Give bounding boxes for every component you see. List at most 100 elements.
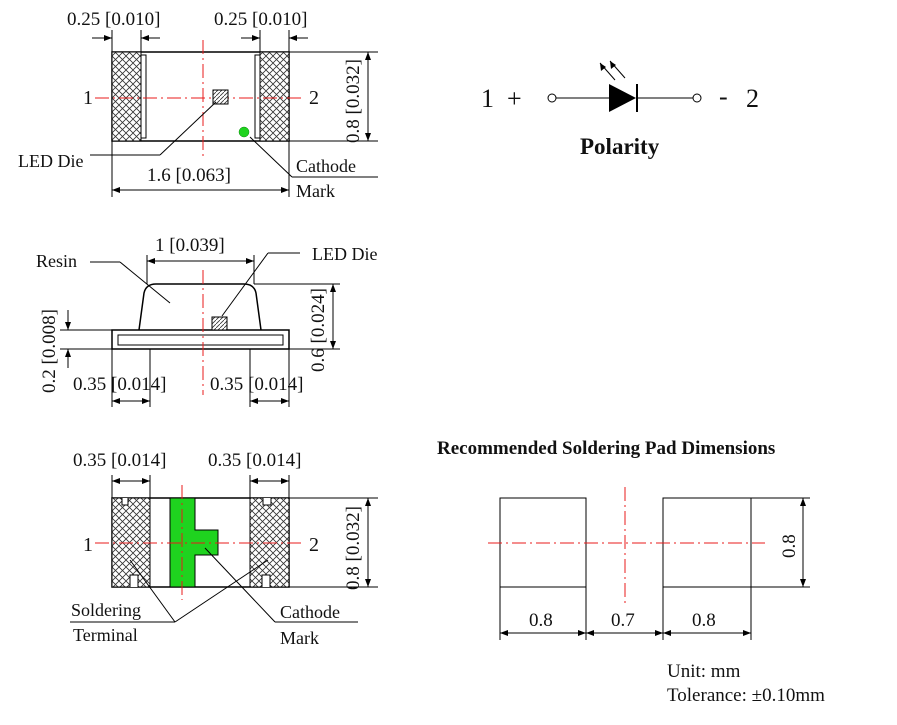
bottom-right-notch-lower [261, 574, 271, 587]
polarity-pin1: 1 [481, 84, 494, 113]
arrowhead [800, 579, 806, 587]
arrowhead [246, 258, 254, 264]
solder-pads-title: Recommended Soldering Pad Dimensions [437, 438, 775, 459]
arrowhead [141, 35, 149, 41]
top-led-die-label: LED Die [18, 151, 83, 171]
leader-line [249, 136, 293, 178]
bottom-dim-height: 0.8 [0.032] [343, 506, 364, 590]
top-dim-right-pad: 0.25 [0.010] [214, 9, 307, 30]
arrowhead [365, 133, 371, 141]
arrowhead [500, 630, 508, 636]
top-pin2-label: 2 [309, 87, 319, 109]
top-pin1-label: 1 [83, 87, 93, 109]
arrowhead [330, 341, 336, 349]
arrowhead [104, 35, 112, 41]
arrowhead [250, 398, 258, 404]
bottom-left-notch-lower [129, 574, 139, 587]
arrowhead [655, 630, 663, 636]
leader-line [174, 559, 269, 623]
bottom-view: 0.35 [0.014] 0.35 [0.014] 0.8 [0.032] 1 … [70, 450, 378, 648]
top-view: 0.25 [0.010] 0.25 [0.010] 0.8 [0.032] 1.… [18, 9, 378, 201]
top-right-terminal-edge [254, 54, 261, 139]
side-dim-total-height: 0.6 [0.024] [308, 288, 329, 372]
polarity-anode-terminal [547, 93, 557, 103]
leader-line [204, 547, 276, 623]
bottom-left-notch [121, 498, 129, 506]
bottom-cathode-label-line1: Cathode [280, 602, 340, 622]
pad-dim-height: 0.8 [779, 534, 800, 558]
leader-line [159, 101, 217, 156]
side-resin-label: Resin [36, 251, 77, 271]
soldering-pads: Recommended Soldering Pad Dimensions 0.8… [437, 438, 810, 640]
side-dim-left-pad: 0.35 [0.014] [73, 374, 166, 395]
side-resin-dome [138, 283, 262, 331]
side-view: 1 [0.039] Resin LED Die 0.6 [0.024] 0.2 … [36, 235, 377, 407]
bottom-dim-right-pad: 0.35 [0.014] [208, 450, 301, 471]
arrowhead [112, 187, 120, 193]
arrowhead [586, 630, 594, 636]
bottom-cathode-label-line2: Mark [280, 628, 319, 648]
arrowhead [743, 630, 751, 636]
top-dim-length: 1.6 [0.063] [147, 165, 231, 186]
arrowhead [112, 398, 120, 404]
arrowhead [800, 498, 806, 506]
arrowhead [365, 498, 371, 506]
arrowhead [281, 478, 289, 484]
leader-line [119, 261, 171, 304]
top-cathode-label-line1: Cathode [296, 156, 356, 176]
arrowhead [365, 52, 371, 60]
arrowhead [65, 322, 71, 330]
arrowhead [289, 35, 297, 41]
notes: Unit: mm Tolerance: ±0.10mm [667, 661, 825, 706]
arrowhead [281, 187, 289, 193]
arrowhead [250, 478, 258, 484]
arrowhead [365, 579, 371, 587]
polarity-minus: - [719, 82, 728, 111]
arrowhead [663, 630, 671, 636]
polarity-symbol: 1 + - 2 Polarity [481, 60, 759, 159]
top-dim-height: 0.8 [0.032] [343, 59, 364, 143]
top-cathode-label-line2: Mark [296, 181, 335, 201]
polarity-cathode-terminal [692, 93, 702, 103]
bottom-pin2-label: 2 [309, 534, 319, 556]
leader-line [221, 252, 269, 317]
polarity-plus: + [507, 84, 522, 113]
leader-line [129, 559, 176, 623]
top-right-terminal [259, 51, 290, 142]
side-dim-lens-width: 1 [0.039] [155, 235, 225, 256]
pad-dim-gap: 0.7 [611, 610, 635, 631]
side-dim-right-pad: 0.35 [0.014] [210, 374, 303, 395]
bottom-dim-left-pad: 0.35 [0.014] [73, 450, 166, 471]
bottom-right-notch [262, 498, 272, 506]
top-left-terminal-edge [140, 54, 147, 139]
arrowhead [142, 478, 150, 484]
side-led-die [211, 316, 228, 331]
top-dim-left-pad: 0.25 [0.010] [67, 9, 160, 30]
arrowhead [578, 630, 586, 636]
arrowhead [330, 284, 336, 292]
top-left-terminal [111, 51, 142, 142]
polarity-pin2: 2 [746, 84, 759, 113]
pad-dim-right-width: 0.8 [692, 610, 716, 631]
side-base-outline [111, 329, 290, 350]
unit-note: Unit: mm [667, 661, 741, 682]
arrowhead [610, 61, 616, 69]
bottom-soldering-label-line1: Soldering [71, 600, 141, 620]
arrowhead [142, 398, 150, 404]
polarity-title: Polarity [580, 134, 660, 159]
arrowhead [600, 63, 606, 71]
arrowhead [112, 478, 120, 484]
side-dim-base-height: 0.2 [0.008] [39, 309, 60, 393]
side-led-die-label: LED Die [312, 244, 377, 264]
bottom-soldering-label-line2: Terminal [73, 625, 138, 645]
arrowhead [252, 35, 260, 41]
side-base-inner [117, 334, 284, 346]
top-cathode-dot [238, 126, 250, 138]
bottom-pin1-label: 1 [83, 534, 93, 556]
arrowhead [65, 349, 71, 357]
top-led-die [212, 89, 229, 105]
arrowhead [147, 258, 155, 264]
arrowhead [281, 398, 289, 404]
tolerance-note: Tolerance: ±0.10mm [667, 685, 825, 706]
